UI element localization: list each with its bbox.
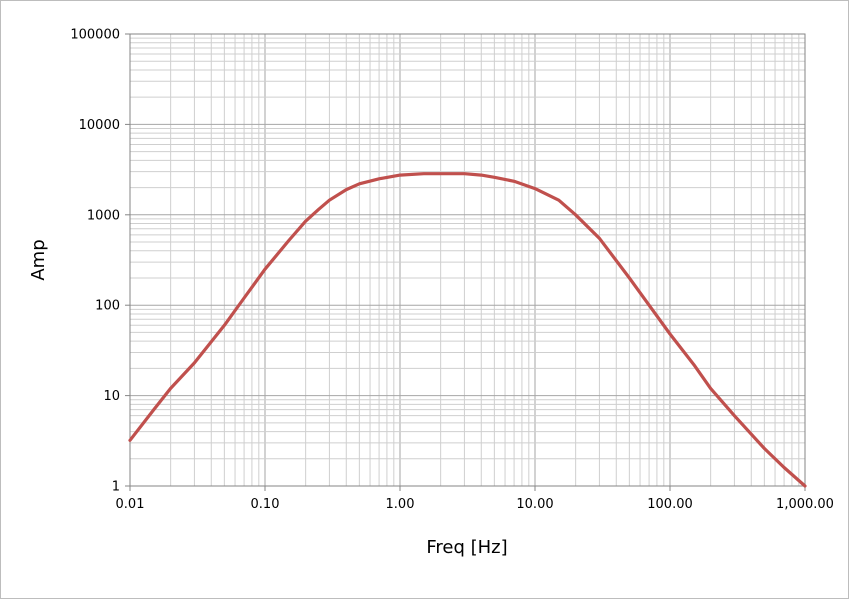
plot-area-border	[129, 33, 806, 487]
y-tick-label: 10	[103, 389, 120, 404]
x-tick-label: 1,000.00	[776, 497, 834, 512]
y-tick-label: 1	[112, 480, 120, 495]
series-layer	[128, 172, 807, 488]
x-tick-label: 10.00	[516, 497, 553, 512]
y-tick-label: 1000	[87, 208, 120, 223]
x-tick-label: 1.00	[386, 497, 415, 512]
y-tick-label: 10000	[79, 118, 120, 133]
x-tick-labels: 0.01 0.10 1.00 10.00 100.00 1,000.00	[116, 486, 834, 512]
x-tick-label: 0.01	[116, 497, 145, 512]
y-tick-labels: 1 10 100 1000 10000 100000	[70, 28, 130, 495]
series-line	[128, 172, 807, 488]
x-tick-label: 100.00	[647, 497, 693, 512]
y-tick-label: 100000	[70, 28, 120, 43]
x-tick-label: 0.10	[251, 497, 280, 512]
grid	[129, 34, 805, 487]
y-axis-title: Amp	[28, 239, 49, 280]
x-axis-title: Freq [Hz]	[426, 537, 507, 558]
y-tick-label: 100	[95, 299, 120, 314]
